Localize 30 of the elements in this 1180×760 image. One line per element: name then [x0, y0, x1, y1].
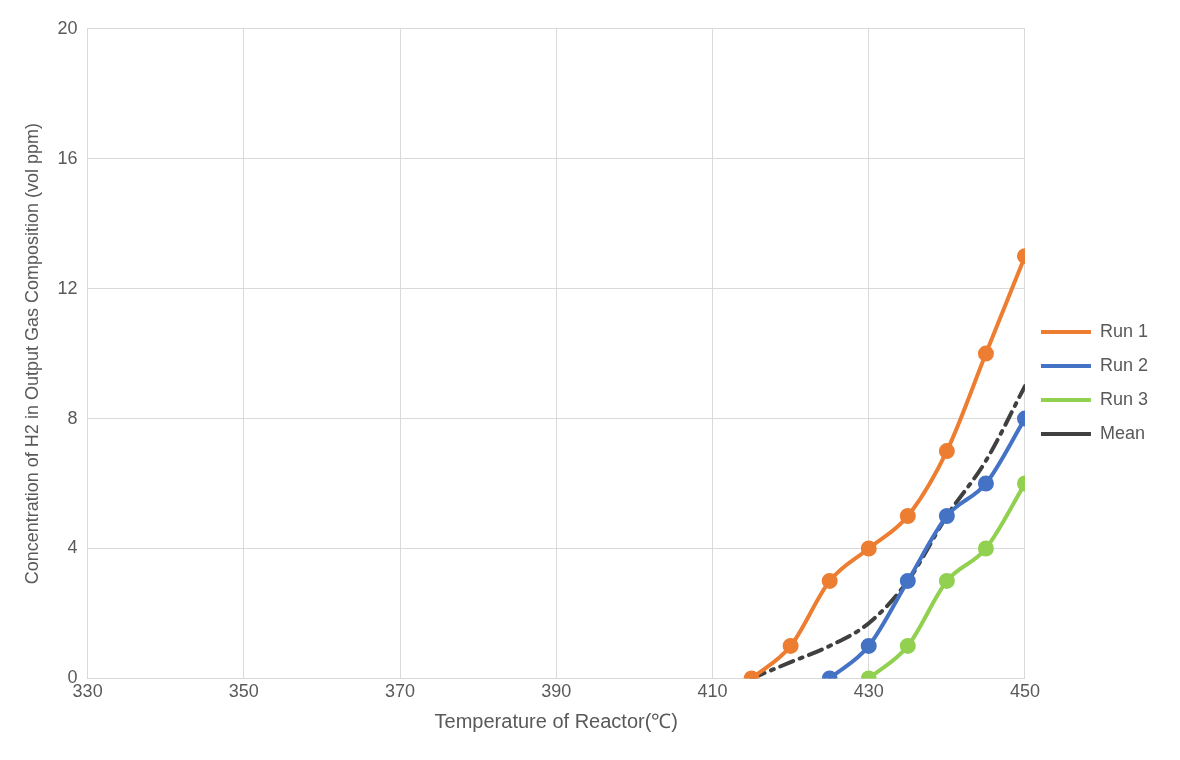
y-tick-label: 12 — [57, 277, 78, 298]
legend-label: Run 3 — [1099, 388, 1149, 409]
point — [899, 508, 916, 524]
y-tick-label: 8 — [67, 407, 78, 428]
x-tick-label: 390 — [541, 681, 572, 702]
point — [782, 637, 799, 654]
y-tick-label: 16 — [57, 147, 78, 168]
x-tick-label: 370 — [385, 681, 416, 702]
point — [899, 572, 916, 589]
point — [860, 540, 877, 557]
x-tick-label: 410 — [697, 681, 728, 702]
point — [977, 475, 994, 492]
x-axis-title: Temperature of Reactor(℃) — [434, 709, 679, 732]
point — [821, 572, 838, 589]
legend-label: Mean — [1099, 422, 1145, 443]
point — [977, 540, 994, 557]
point — [899, 637, 916, 654]
y-axis-title: Concentration of H2 in Output Gas Composition (vol ppm) — [21, 122, 42, 585]
legend-label: Run 1 — [1099, 320, 1149, 341]
legend-label: Run 2 — [1099, 354, 1149, 375]
y-tick-label: 4 — [67, 537, 78, 558]
point — [860, 637, 877, 654]
point — [938, 572, 955, 589]
x-tick-label: 430 — [853, 681, 884, 702]
point — [938, 443, 955, 460]
point — [977, 345, 994, 362]
x-tick-label: 450 — [1009, 681, 1040, 702]
x-tick-label: 350 — [228, 681, 259, 702]
y-tick-label: 20 — [57, 17, 78, 38]
point — [938, 508, 955, 524]
